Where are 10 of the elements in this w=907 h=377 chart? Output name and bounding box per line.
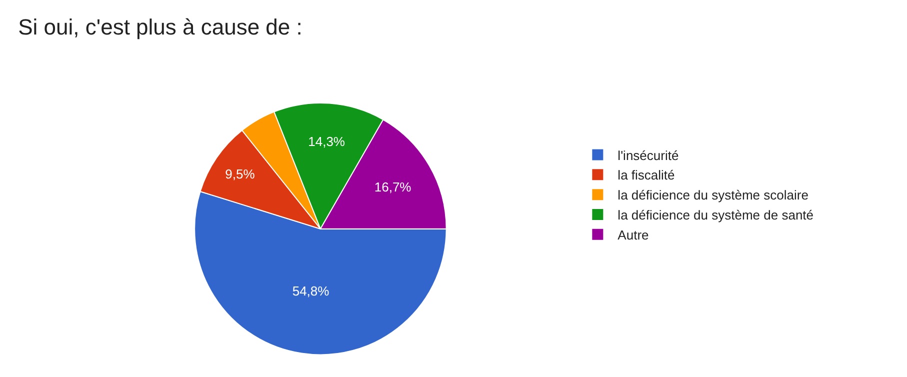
legend-label: la fiscalité (618, 168, 675, 183)
data-label: 9,5% (225, 166, 256, 182)
data-label: 14,3% (308, 134, 346, 149)
data-label: 54,8% (292, 284, 330, 299)
chart-title: Si oui, c'est plus à cause de : (18, 14, 302, 40)
legend-label: la déficience du système scolaire (618, 188, 808, 203)
legend-label: l'insécurité (618, 148, 679, 163)
legend-label: Autre (618, 227, 649, 242)
data-label: 16,7% (374, 179, 412, 194)
legend-label: la déficience du système de santé (618, 208, 814, 223)
